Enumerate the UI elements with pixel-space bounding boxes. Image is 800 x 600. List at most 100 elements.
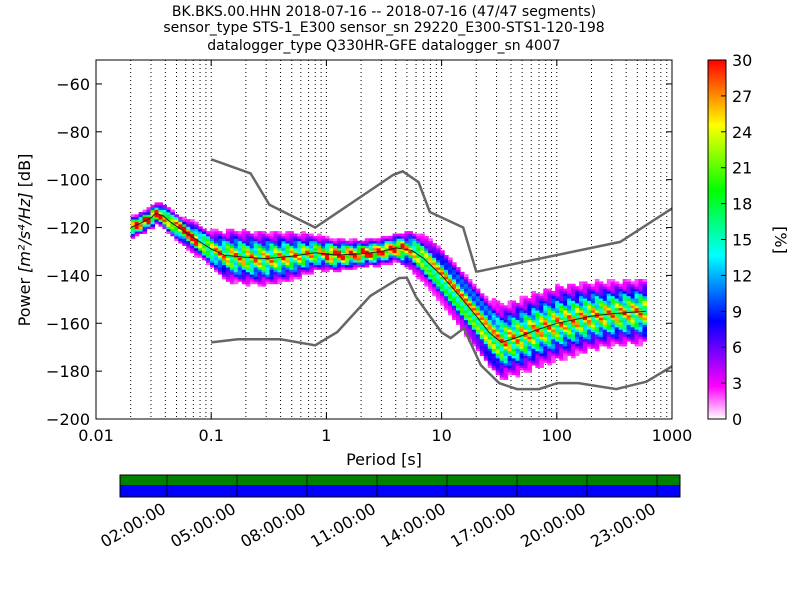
psd-cell [586, 288, 592, 292]
psd-cell [483, 314, 489, 318]
psd-cell [210, 252, 215, 256]
psd-cell [586, 302, 592, 306]
psd-cell [245, 235, 251, 239]
psd-cell [586, 310, 592, 313]
psd-cell [436, 259, 441, 263]
psd-cell [483, 295, 489, 299]
psd-cell [237, 262, 243, 266]
psd-cell [210, 250, 215, 254]
psd-cell [273, 271, 279, 275]
psd-cell [269, 231, 275, 234]
psd-cell [555, 312, 560, 316]
psd-cell [436, 288, 441, 292]
psd-cell [499, 372, 505, 376]
psd-cell [241, 243, 247, 246]
psd-cell [428, 243, 433, 246]
psd-cell [630, 300, 636, 304]
psd-cell [217, 271, 223, 275]
psd-cell [229, 238, 235, 242]
psd-cell [622, 324, 628, 328]
psd-cell [416, 276, 421, 280]
psd-cell [273, 274, 279, 277]
psd-cell [531, 326, 536, 330]
psd-cell [507, 367, 513, 371]
psd-cell [269, 264, 275, 268]
psd-cell [535, 353, 540, 356]
psd-cell [146, 216, 152, 220]
psd-cell [519, 360, 525, 364]
psd-cell [202, 247, 207, 251]
psd-cell [467, 295, 473, 299]
psd-cell [571, 336, 576, 340]
psd-cell [543, 307, 548, 311]
psd-cell [206, 257, 211, 261]
psd-cell [519, 355, 525, 359]
psd-cell [571, 334, 576, 337]
psd-cell [459, 305, 465, 309]
psd-cell [340, 243, 346, 246]
psd-cell [245, 276, 251, 280]
psd-cell [582, 307, 588, 311]
psd-cell [575, 346, 580, 349]
psd-cell [555, 329, 560, 333]
psd-cell [483, 331, 489, 335]
psd-cell [578, 322, 584, 325]
psd-cell [487, 341, 493, 345]
psd-cell [138, 228, 144, 232]
psd-cell [233, 259, 239, 263]
psd-cell [511, 372, 517, 376]
psd-cell [317, 259, 322, 263]
psd-cell [158, 216, 164, 220]
psd-cell [630, 283, 636, 287]
psd-cell [186, 226, 191, 230]
psd-cell [499, 302, 505, 306]
psd-cell [626, 295, 632, 299]
psd-cell [614, 336, 620, 340]
psd-cell [531, 355, 536, 359]
psd-cell [356, 255, 362, 258]
psd-cell [444, 276, 449, 280]
psd-cell [459, 314, 465, 318]
psd-cell [241, 269, 247, 273]
psd-cell [130, 219, 136, 222]
psd-cell [400, 262, 406, 266]
psd-cell [245, 252, 251, 256]
psd-cell [428, 281, 433, 285]
psd-cell [194, 231, 199, 234]
psd-cell [372, 247, 378, 251]
psd-cell [424, 269, 429, 273]
psd-cell [452, 286, 457, 289]
psd-cell [527, 326, 532, 330]
psd-cell [543, 348, 548, 352]
y-tick-label: −80 [56, 123, 90, 142]
psd-cell [467, 288, 473, 292]
psd-cell [384, 252, 390, 256]
psd-cell [138, 231, 144, 234]
psd-cell [563, 307, 568, 311]
psd-cell [352, 255, 358, 258]
psd-cell [511, 343, 517, 347]
psd-cell [630, 302, 636, 306]
psd-cell [142, 226, 148, 230]
psd-cell [507, 357, 513, 361]
psd-cell [630, 341, 636, 345]
psd-cell [277, 271, 283, 275]
psd-cell [233, 271, 239, 275]
psd-cell [241, 259, 247, 263]
psd-cell [575, 336, 580, 340]
psd-cell [257, 283, 263, 287]
psd-cell [217, 247, 223, 251]
psd-cell [436, 276, 441, 280]
psd-cell [559, 334, 564, 337]
psd-cell [448, 302, 453, 306]
psd-cell [531, 362, 536, 366]
psd-cell [412, 262, 417, 266]
psd-cell [436, 257, 441, 261]
psd-cell [273, 269, 279, 273]
psd-cell [598, 312, 604, 316]
psd-cell [622, 317, 628, 321]
psd-cell [138, 219, 144, 222]
psd-cell [638, 314, 644, 318]
psd-cell [225, 267, 231, 270]
psd-cell [547, 360, 552, 364]
